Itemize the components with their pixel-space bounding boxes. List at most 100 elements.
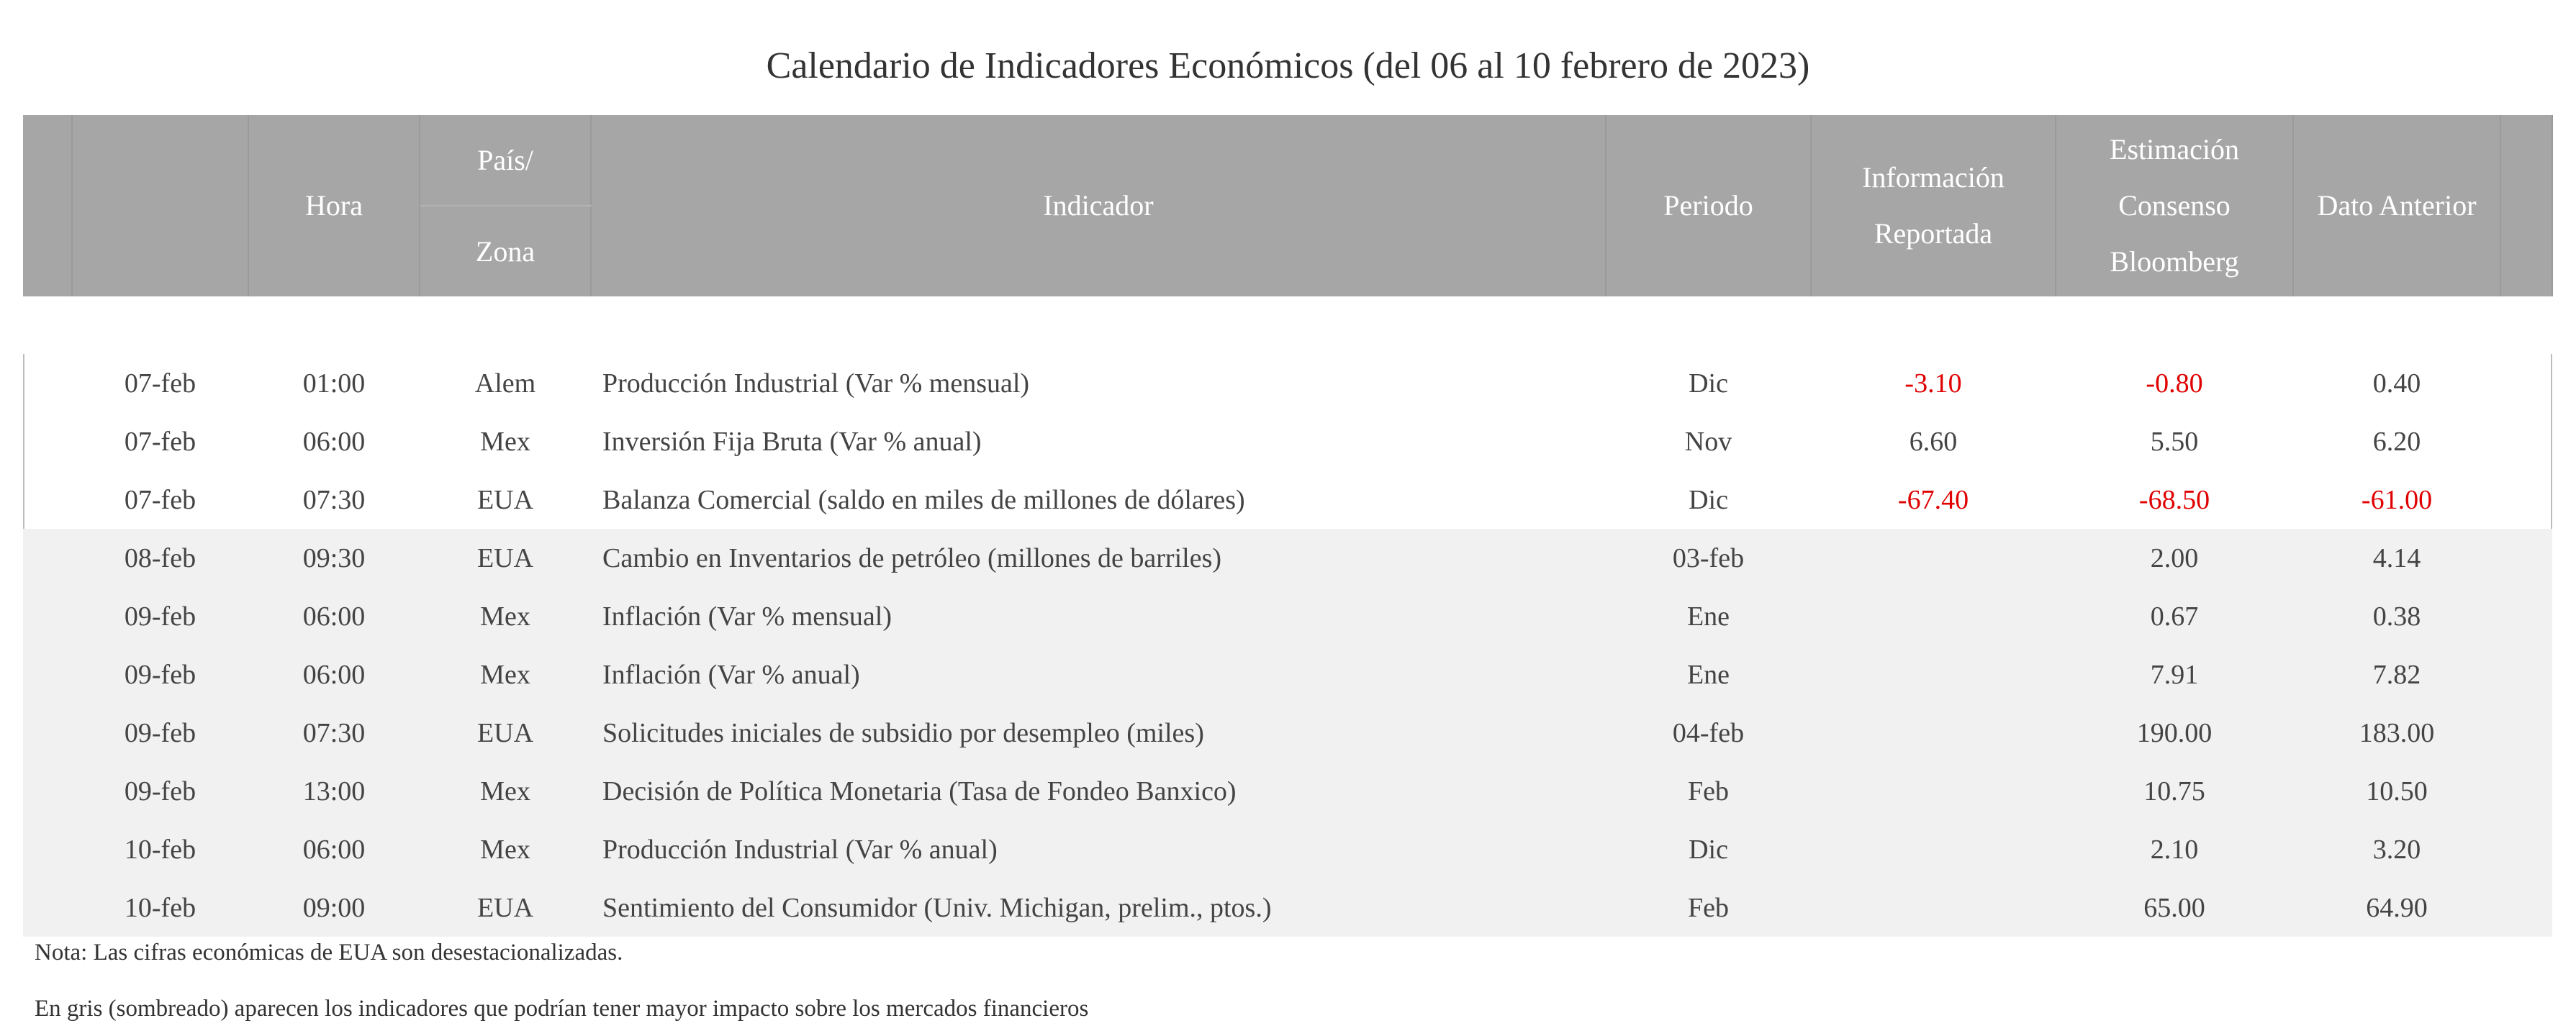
- cell-dato-anterior: 10.50: [2293, 762, 2500, 820]
- header-info-line2: Reportada: [1874, 217, 1993, 250]
- cell-estimacion-consenso: 7.91: [2056, 645, 2293, 704]
- cell-periodo: Ene: [1606, 645, 1811, 704]
- cell-hora: 09:30: [248, 529, 420, 587]
- cell-indicador: Inflación (Var % anual): [591, 645, 1606, 704]
- cell-indicador: Cambio en Inventarios de petróleo (millo…: [591, 529, 1606, 587]
- cell-fecha: 09-feb: [72, 645, 248, 704]
- table-row: 09-feb 06:00 Mex Inflación (Var % mensual) E…: [23, 587, 2552, 645]
- table-row: 07-feb 06:00 Mex Inversión Fija Bruta (Var …: [23, 412, 2552, 471]
- cell-dato-anterior: 183.00: [2293, 704, 2500, 762]
- cell-informacion-reportada: [1811, 587, 2056, 645]
- cell-indicador: Sentimiento del Consumidor (Univ. Michig…: [591, 878, 1606, 937]
- table-row: 10-feb 09:00 EUA Sentimiento del Consumidor…: [23, 878, 2552, 937]
- row-empty-right: [2500, 645, 2552, 704]
- cell-estimacion-consenso: 2.00: [2056, 529, 2293, 587]
- header-empty-right: [2500, 115, 2553, 296]
- cell-periodo: 03-feb: [1606, 529, 1811, 587]
- cell-pais: Mex: [420, 762, 591, 820]
- cell-hora: 06:00: [248, 587, 420, 645]
- row-empty-right: [2500, 704, 2552, 762]
- header-info-line1: Información: [1862, 161, 2005, 194]
- table-row: 10-feb 06:00 Mex Producción Industrial (Var…: [23, 820, 2552, 878]
- cell-fecha: 10-feb: [72, 820, 248, 878]
- header-est-line3: Bloomberg: [2110, 245, 2239, 278]
- cell-fecha: 09-feb: [72, 704, 248, 762]
- cell-periodo: Nov: [1684, 426, 1732, 457]
- header-spacer: [23, 296, 2552, 354]
- table-body: 07-feb 01:00 Alem Producción Industrial (Va…: [23, 296, 2552, 937]
- cell-hora: 01:00: [302, 368, 366, 399]
- cell-periodo: Dic: [1689, 368, 1728, 399]
- cell-pais: EUA: [420, 529, 591, 587]
- row-empty-left: [23, 878, 72, 937]
- header-empty-left: [23, 115, 73, 296]
- cell-periodo: Dic: [1606, 820, 1811, 878]
- cell-hora: 09:00: [248, 878, 420, 937]
- row-empty-right: [2500, 820, 2552, 878]
- cell-pais: Mex: [480, 426, 530, 457]
- cell-fecha: 08-feb: [72, 529, 248, 587]
- cell-dato-anterior: 3.20: [2293, 820, 2500, 878]
- row-empty-left: [23, 529, 72, 587]
- cell-indicador: Producción Industrial (Var % mensual): [602, 368, 1030, 399]
- cell-estimacion-consenso: 5.50: [2150, 426, 2199, 457]
- cell-dato-anterior: 6.20: [2372, 426, 2421, 457]
- cell-estimacion-consenso: 190.00: [2056, 704, 2293, 762]
- row-empty-right: [2500, 354, 2552, 412]
- cell-hora: 06:00: [248, 645, 420, 704]
- cell-informacion-reportada: -3.10: [1904, 368, 1962, 399]
- table-row: 08-feb 09:30 EUA Cambio en Inventarios de p…: [23, 529, 2552, 587]
- row-empty-right: [2500, 412, 2552, 471]
- cell-indicador: Inflación (Var % mensual): [591, 587, 1606, 645]
- row-empty-left: [23, 645, 72, 704]
- row-empty-right: [2500, 529, 2552, 587]
- cell-informacion-reportada: [1811, 704, 2056, 762]
- row-empty-left: [23, 820, 72, 878]
- row-empty-left: [23, 762, 72, 820]
- cell-hora: 06:00: [248, 820, 420, 878]
- cell-dato-anterior: 4.14: [2293, 529, 2500, 587]
- cell-estimacion-consenso: 0.67: [2056, 587, 2293, 645]
- row-empty-left: [23, 704, 72, 762]
- cell-pais: Alem: [474, 368, 536, 399]
- cell-hora: 13:00: [248, 762, 420, 820]
- cell-estimacion-consenso: 65.00: [2056, 878, 2293, 937]
- row-empty-right: [2500, 471, 2552, 529]
- cell-indicador: Inversión Fija Bruta (Var % anual): [602, 426, 982, 457]
- footnote-desestacionalizadas: Nota: Las cifras económicas de EUA son d…: [35, 940, 623, 965]
- cell-estimacion-consenso: 2.10: [2056, 820, 2293, 878]
- header-estimacion-consenso: Estimación Consenso Bloomberg: [2056, 115, 2294, 296]
- cell-hora: 07:30: [302, 484, 366, 515]
- cell-dato-anterior: 64.90: [2293, 878, 2500, 937]
- cell-indicador: Decisión de Política Monetaria (Tasa de …: [591, 762, 1606, 820]
- cell-indicador: Balanza Comercial (saldo en miles de mil…: [602, 484, 1245, 515]
- cell-informacion-reportada: 6.60: [1909, 426, 1958, 457]
- cell-pais: EUA: [476, 484, 534, 515]
- header-hora: Hora: [248, 115, 420, 296]
- cell-dato-anterior: -61.00: [2361, 484, 2433, 515]
- table-row: 09-feb 07:30 EUA Solicitudes iniciales de s…: [23, 704, 2552, 762]
- row-empty-right: [2500, 587, 2552, 645]
- cell-informacion-reportada: [1811, 645, 2056, 704]
- table-row: 09-feb 06:00 Mex Inflación (Var % anual) Ene…: [23, 645, 2552, 704]
- header-pais-line1: País/: [420, 115, 592, 206]
- cell-dato-anterior: 7.82: [2293, 645, 2500, 704]
- cell-fecha: 07-feb: [124, 368, 196, 399]
- footnote-sombreado: En gris (sombreado) aparecen los indicad…: [35, 996, 1089, 1022]
- header-est-line2: Consenso: [2118, 189, 2231, 222]
- cell-fecha: 07-feb: [124, 484, 196, 515]
- indicators-table: Hora País/ Indicador Periodo Información…: [23, 115, 2553, 937]
- cell-informacion-reportada: [1811, 529, 2056, 587]
- table-row: 07-feb 01:00 Alem Producción Industrial (Va…: [23, 354, 2552, 412]
- header-fecha: [72, 115, 249, 296]
- header-dato-anterior: Dato Anterior: [2293, 115, 2501, 296]
- cell-pais: Mex: [420, 587, 591, 645]
- header-est-line1: Estimación: [2110, 133, 2239, 165]
- row-empty-right: [2500, 762, 2552, 820]
- cell-hora: 07:30: [248, 704, 420, 762]
- row-empty-right: [2500, 878, 2552, 937]
- cell-pais: EUA: [420, 704, 591, 762]
- cell-fecha: 07-feb: [124, 426, 196, 457]
- page-title: Calendario de Indicadores Económicos (de…: [766, 45, 1810, 86]
- cell-periodo: Feb: [1606, 878, 1811, 937]
